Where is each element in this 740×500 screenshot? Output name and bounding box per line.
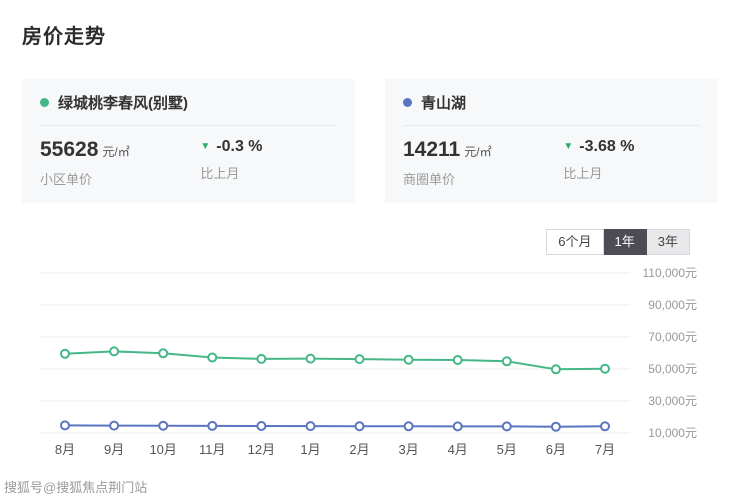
price-label: 商圈单价 — [403, 172, 456, 187]
svg-text:90,000元: 90,000元 — [648, 298, 697, 312]
price-value: 14211 — [403, 138, 461, 161]
district-price-card: 青山湖 14211 元/㎡ 商圈单价 ▼ -3.68 % 比上月 — [385, 79, 718, 203]
down-triangle-icon: ▼ — [200, 141, 211, 152]
tab-1year[interactable]: 1年 — [603, 229, 647, 255]
price-value: 55628 — [40, 138, 99, 161]
svg-text:30,000元: 30,000元 — [648, 394, 697, 408]
svg-text:50,000元: 50,000元 — [648, 362, 697, 376]
green-legend-dot-icon — [40, 98, 49, 107]
svg-text:1月: 1月 — [300, 442, 320, 457]
price-trend-chart: 110,000元 90,000元 70,000元 50,000元 30,000元 10,0… — [0, 263, 740, 463]
card-header: 绿城桃李春风(别墅) — [40, 92, 337, 126]
card-header: 青山湖 — [403, 92, 700, 126]
stat-cards: 绿城桃李春风(别墅) 55628 元/㎡ 小区单价 ▼ -0.3 % 比上月 — [22, 79, 718, 203]
svg-text:3月: 3月 — [398, 442, 418, 457]
tab-3years[interactable]: 3年 — [646, 229, 690, 255]
card-body: 55628 元/㎡ 小区单价 ▼ -0.3 % 比上月 — [40, 138, 337, 188]
svg-text:8月: 8月 — [55, 442, 75, 457]
price-label: 小区单价 — [40, 172, 93, 187]
svg-text:11月: 11月 — [199, 442, 226, 457]
change-column: ▼ -0.3 % 比上月 — [200, 138, 262, 188]
community-name: 绿城桃李春风(别墅) — [58, 95, 188, 112]
change-value: -3.68 % — [579, 138, 635, 155]
price-unit: 元/㎡ — [102, 145, 130, 159]
down-triangle-icon: ▼ — [563, 141, 574, 152]
svg-text:6月: 6月 — [546, 442, 566, 457]
price-column: 14211 元/㎡ 商圈单价 — [403, 138, 563, 188]
chart-canvas: 110,000元 90,000元 70,000元 50,000元 30,000元 10,0… — [40, 266, 698, 457]
change-label: 比上月 — [563, 166, 603, 181]
svg-text:12月: 12月 — [248, 442, 275, 457]
page-title: 房价走势 — [22, 26, 106, 48]
svg-text:10月: 10月 — [149, 442, 176, 457]
district-name: 青山湖 — [421, 95, 467, 112]
svg-text:9月: 9月 — [104, 442, 124, 457]
svg-text:10,000元: 10,000元 — [648, 426, 697, 440]
svg-text:7月: 7月 — [595, 442, 615, 457]
tab-6months[interactable]: 6个月 — [546, 229, 604, 255]
svg-text:5月: 5月 — [497, 442, 517, 457]
svg-text:110,000元: 110,000元 — [643, 266, 698, 280]
card-body: 14211 元/㎡ 商圈单价 ▼ -3.68 % 比上月 — [403, 138, 700, 188]
svg-text:70,000元: 70,000元 — [648, 330, 697, 344]
change-label: 比上月 — [200, 166, 240, 181]
price-unit: 元/㎡ — [464, 145, 492, 159]
svg-text:4月: 4月 — [448, 442, 468, 457]
change-value: -0.3 % — [216, 138, 263, 155]
change-column: ▼ -3.68 % 比上月 — [563, 138, 634, 188]
watermark: 搜狐号@搜狐焦点荆门站 — [4, 480, 148, 495]
community-price-card: 绿城桃李春风(别墅) 55628 元/㎡ 小区单价 ▼ -0.3 % 比上月 — [22, 79, 355, 203]
svg-text:2月: 2月 — [349, 442, 369, 457]
blue-legend-dot-icon — [403, 98, 412, 107]
period-tabs: 6个月 1年 3年 — [0, 229, 690, 255]
price-column: 55628 元/㎡ 小区单价 — [40, 138, 200, 188]
